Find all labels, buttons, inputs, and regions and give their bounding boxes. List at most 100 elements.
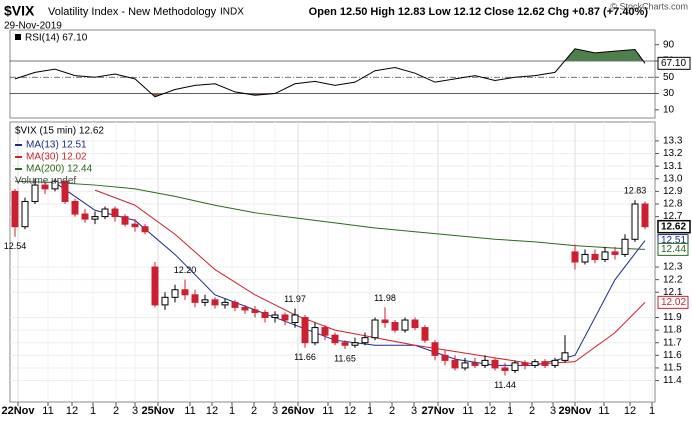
candle-body [581, 253, 589, 263]
x-tick-label: 12 [206, 405, 218, 417]
x-tick-label: 22Nov [1, 405, 35, 417]
x-tick-label: 1 [229, 405, 235, 417]
y-tick-label: 11.4 [663, 375, 682, 386]
candle-body [431, 342, 439, 356]
price-annotation: 12.54 [4, 241, 27, 251]
candle-body [461, 362, 469, 369]
candle-body [441, 354, 449, 361]
candle-body [341, 342, 349, 346]
candle-body [321, 327, 329, 336]
x-tick-label: 3 [550, 405, 556, 417]
x-tick-label: 12 [484, 405, 496, 417]
candle-body [371, 319, 379, 339]
candle-body [271, 314, 279, 318]
candle-body [91, 216, 99, 220]
candle-body [551, 359, 559, 366]
exchange: INDX [220, 7, 244, 18]
y-tick-label: 13.0 [663, 173, 683, 184]
candle-body [361, 337, 369, 344]
x-tick-label: 3 [132, 405, 138, 417]
x-tick-label: 26Nov [281, 405, 315, 417]
candle-body [421, 327, 429, 341]
price-annotation: 11.97 [284, 294, 306, 304]
y-tick-label: 12.1 [663, 287, 683, 298]
candle-body [191, 294, 199, 303]
rsi-panel-frame [9, 29, 656, 119]
x-tick-label: 11 [322, 405, 333, 417]
ma-value-tag [657, 242, 689, 256]
ma-value-tag [657, 295, 689, 309]
quote: Open 12.50 High 12.83 Low 12.12 Close 12… [309, 6, 649, 18]
y-tick-label: 11.7 [663, 337, 682, 348]
candle-body [101, 208, 109, 218]
candle-body [591, 253, 599, 260]
x-tick-label: 2 [113, 405, 119, 417]
candle-body [141, 226, 149, 233]
y-tick-label: 11.8 [663, 325, 682, 336]
candle-body [201, 299, 209, 303]
x-tick-label: 3 [411, 405, 417, 417]
candle-body [481, 359, 489, 366]
x-tick-label: 3 [272, 405, 278, 417]
x-tick-label: 29Nov [558, 405, 592, 417]
x-tick-label: 11 [184, 405, 195, 417]
instrument-name: Volatility Index - New Methodology [48, 6, 217, 18]
candle-body [411, 319, 419, 329]
volume-legend: Volume undef [15, 176, 76, 187]
legend-entry: MA(200) 12.44 [26, 164, 93, 175]
x-tick-label: 11 [42, 405, 53, 417]
candle-body [601, 251, 609, 260]
legend-entry: MA(30) 12.02 [26, 152, 87, 163]
candle-body [71, 200, 79, 215]
candle-body [611, 251, 619, 255]
rsi-legend: RSI(14) 67.10 [25, 33, 88, 44]
candle-body [351, 342, 359, 346]
y-tick-label: 12.7 [663, 211, 683, 222]
candle-body [281, 314, 289, 321]
candle-body [81, 213, 89, 220]
candle-body [511, 362, 519, 371]
candle-body [291, 314, 299, 324]
candle-body [541, 361, 549, 366]
y-tick-label: 12.8 [663, 199, 683, 210]
ma-value-label: 12.44 [661, 244, 686, 255]
close-value-label: 12.62 [661, 221, 686, 232]
x-tick-label: 2 [389, 405, 395, 417]
y-tick-label: 12.9 [663, 186, 683, 197]
candle-body [261, 311, 269, 318]
x-tick-label: 12 [344, 405, 356, 417]
rsi-value-label: 67.10 [661, 58, 686, 69]
candle-body [121, 216, 129, 225]
candle-body [531, 361, 539, 366]
price-annotation: 11.65 [334, 353, 356, 363]
candle-body [181, 289, 189, 296]
x-tick-label: 1 [507, 405, 513, 417]
legend-entry: MA(13) 12.51 [26, 140, 87, 151]
rsi-fills [15, 48, 645, 97]
rsi-overbought-fill [15, 48, 645, 61]
candle-body [111, 208, 119, 218]
candle-body [151, 266, 159, 306]
candle-body [501, 367, 509, 371]
rsi-y-tick-label: 10 [663, 104, 675, 115]
candle-body [221, 301, 229, 306]
candle-body [331, 334, 339, 344]
candle-body [41, 184, 49, 190]
rsi-value-tag [657, 56, 691, 70]
x-tick-label: 2 [251, 405, 257, 417]
x-tick-label: 1 [90, 405, 96, 417]
ma-value-label: 12.02 [661, 297, 686, 308]
moving-average-line [14, 180, 646, 250]
rsi-y-tick-label: 30 [663, 88, 675, 99]
price-annotation: 11.98 [374, 293, 396, 303]
price-annotation: 11.66 [294, 352, 316, 362]
candle-body [401, 319, 409, 331]
candle-body [171, 289, 179, 298]
candle-body [211, 299, 219, 306]
close-value-tag [657, 219, 691, 234]
candle-body [521, 362, 529, 366]
candle-body [471, 362, 479, 366]
y-tick-label: 12.3 [663, 262, 683, 273]
y-tick-label: 13.1 [663, 161, 683, 172]
